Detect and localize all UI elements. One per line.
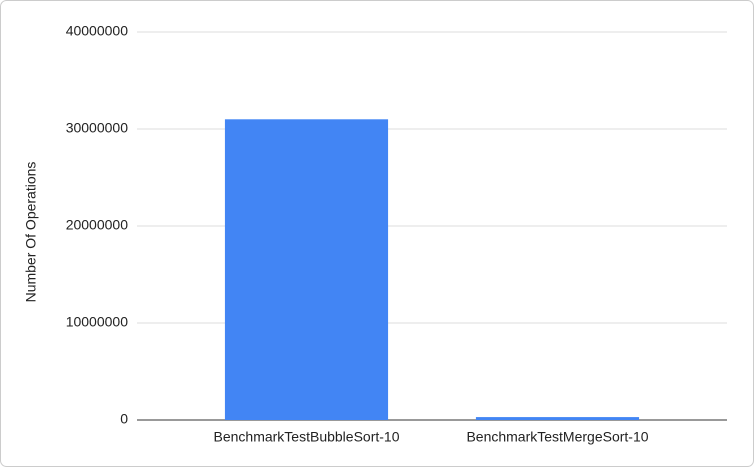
bar	[224, 119, 389, 421]
x-tick-label: BenchmarkTestBubbleSort-10	[214, 429, 400, 445]
bar	[475, 417, 640, 420]
y-tick-label: 40000000	[66, 23, 129, 39]
y-axis-label: Number Of Operations	[23, 162, 39, 303]
y-tick-label: 30000000	[66, 120, 129, 136]
y-tick-label: 0	[120, 411, 128, 427]
x-tick-label: BenchmarkTestMergeSort-10	[466, 429, 648, 445]
y-tick-label: 20000000	[66, 217, 129, 233]
y-tick-label: 10000000	[66, 314, 129, 330]
